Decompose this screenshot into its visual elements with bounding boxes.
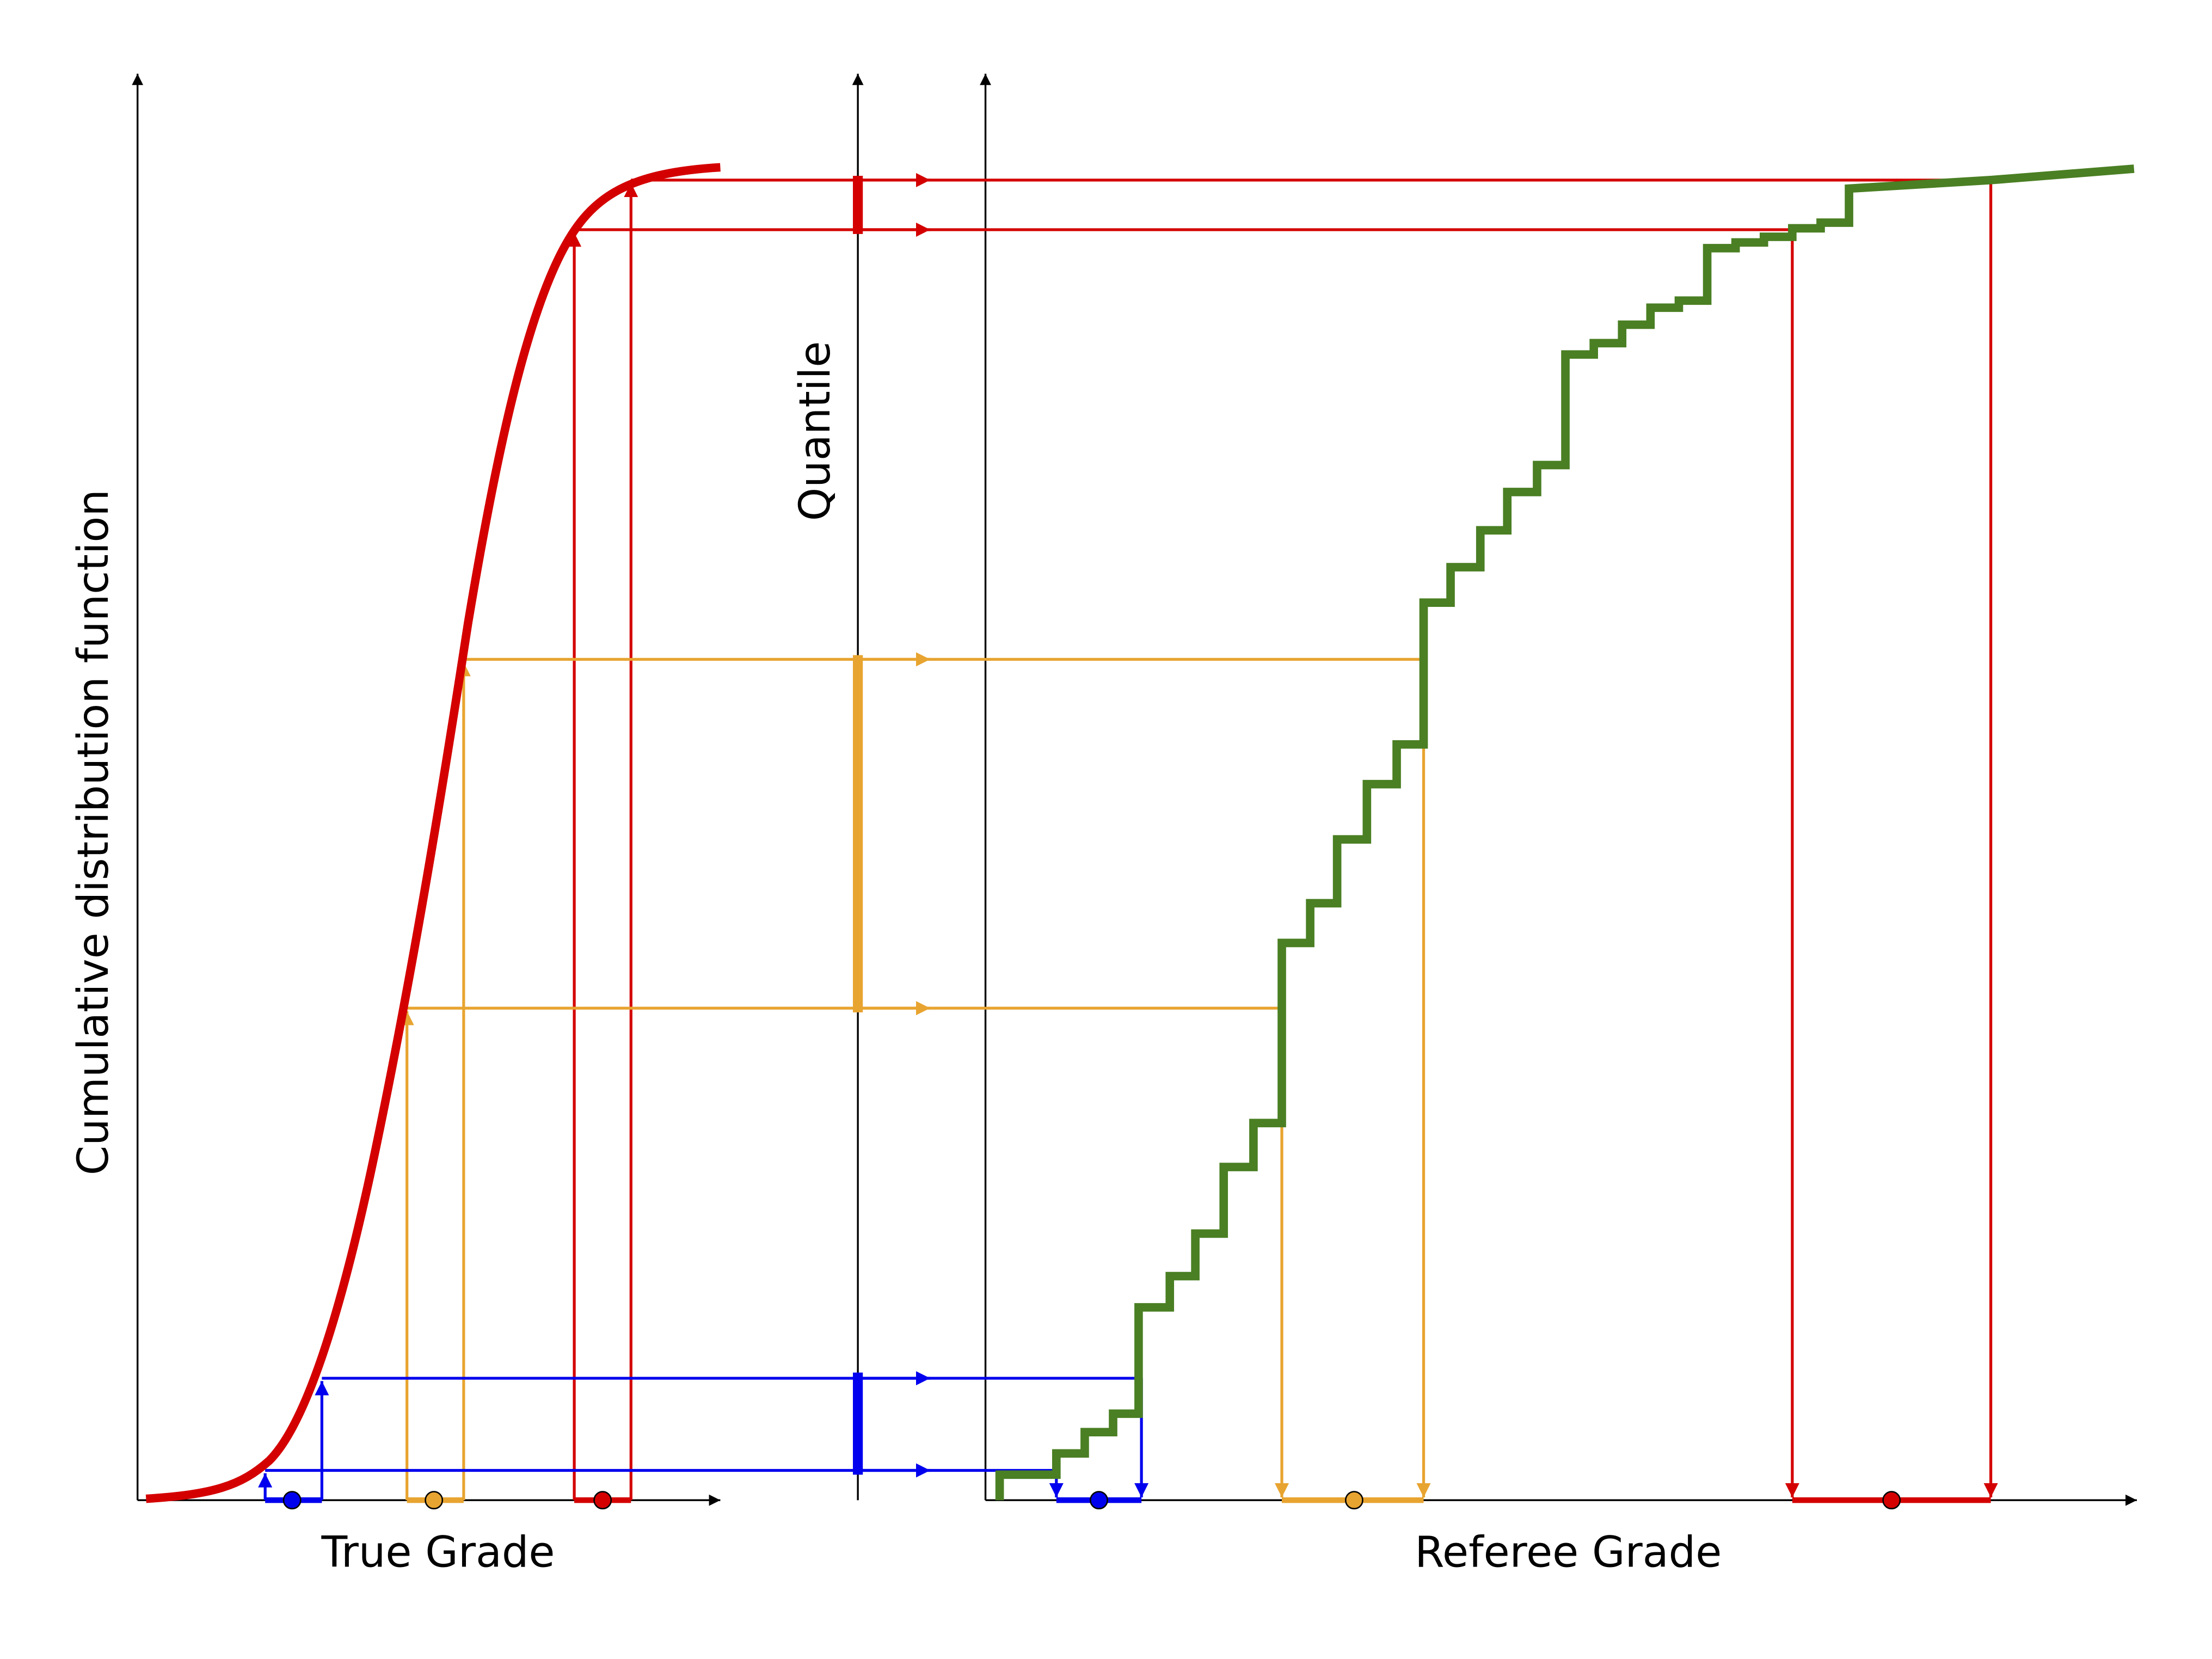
point (593, 1491, 612, 1510)
red-mapping (567, 173, 1998, 1503)
true-grade-cdf (145, 163, 721, 1503)
x-axis-label: Referee Grade (1415, 1528, 1722, 1577)
point (1344, 1491, 1363, 1510)
point (282, 1491, 302, 1510)
point (1090, 1491, 1108, 1510)
x-axis-label: True Grade (321, 1528, 555, 1577)
quantile-label: Quantile (790, 341, 840, 521)
point (1882, 1491, 1901, 1510)
axes (132, 73, 2137, 1506)
referee-grade-cdf (995, 164, 2135, 1501)
y-axis-label: Cumulative distribution function (69, 489, 118, 1175)
orange-mapping (400, 652, 1431, 1503)
points (282, 1491, 1901, 1510)
blue-mapping (258, 1371, 1149, 1503)
point (425, 1491, 444, 1510)
